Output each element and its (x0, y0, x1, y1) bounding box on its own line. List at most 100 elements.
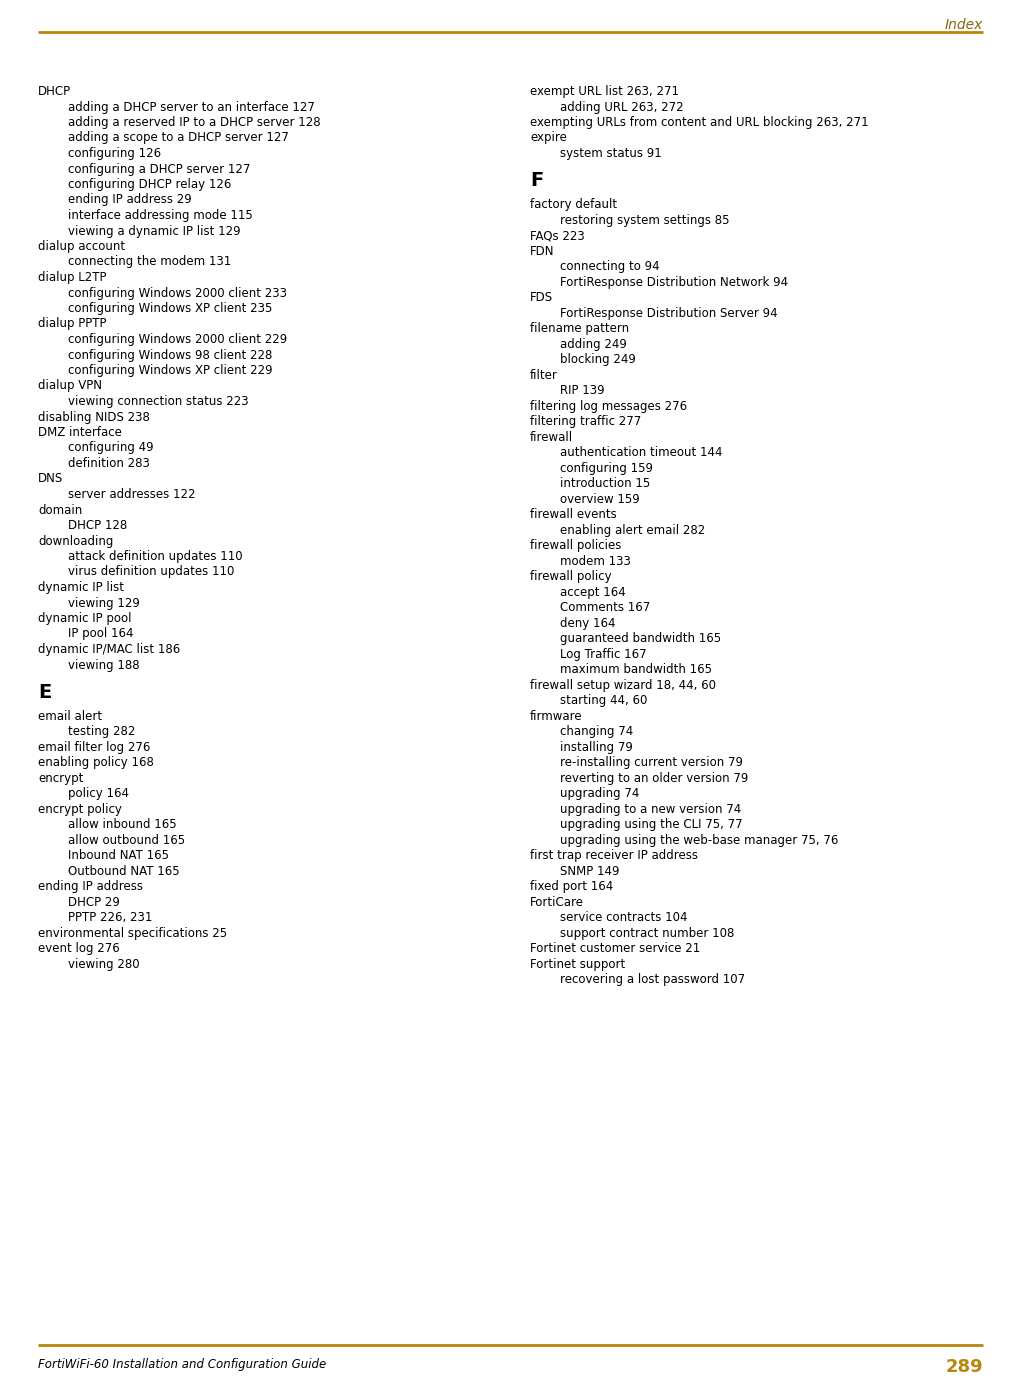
Text: dialup VPN: dialup VPN (38, 379, 102, 393)
Text: disabling NIDS 238: disabling NIDS 238 (38, 411, 150, 423)
Text: DHCP 29: DHCP 29 (68, 896, 119, 909)
Text: ending IP address 29: ending IP address 29 (68, 194, 192, 206)
Text: fixed port 164: fixed port 164 (530, 881, 614, 893)
Text: upgrading to a new version 74: upgrading to a new version 74 (560, 804, 741, 816)
Text: overview 159: overview 159 (560, 492, 640, 506)
Text: FortiResponse Distribution Server 94: FortiResponse Distribution Server 94 (560, 307, 778, 319)
Text: enabling policy 168: enabling policy 168 (38, 757, 154, 769)
Text: Index: Index (944, 18, 983, 32)
Text: filtering traffic 277: filtering traffic 277 (530, 415, 641, 429)
Text: introduction 15: introduction 15 (560, 477, 650, 491)
Text: re-installing current version 79: re-installing current version 79 (560, 757, 743, 769)
Text: configuring 159: configuring 159 (560, 462, 653, 474)
Text: allow inbound 165: allow inbound 165 (68, 819, 177, 831)
Text: ending IP address: ending IP address (38, 881, 143, 893)
Text: firewall: firewall (530, 431, 573, 444)
Text: upgrading using the CLI 75, 77: upgrading using the CLI 75, 77 (560, 819, 742, 831)
Text: filename pattern: filename pattern (530, 322, 629, 336)
Text: configuring Windows XP client 229: configuring Windows XP client 229 (68, 364, 273, 378)
Text: DMZ interface: DMZ interface (38, 426, 121, 438)
Text: FortiCare: FortiCare (530, 896, 584, 909)
Text: Fortinet support: Fortinet support (530, 958, 625, 971)
Text: DNS: DNS (38, 473, 63, 485)
Text: Fortinet customer service 21: Fortinet customer service 21 (530, 942, 700, 956)
Text: changing 74: changing 74 (560, 726, 633, 739)
Text: FortiResponse Distribution Network 94: FortiResponse Distribution Network 94 (560, 277, 788, 289)
Text: viewing 280: viewing 280 (68, 958, 140, 971)
Text: recovering a lost password 107: recovering a lost password 107 (560, 974, 745, 986)
Text: viewing connection status 223: viewing connection status 223 (68, 396, 249, 408)
Text: configuring Windows 2000 client 229: configuring Windows 2000 client 229 (68, 333, 287, 346)
Text: upgrading using the web-base manager 75, 76: upgrading using the web-base manager 75,… (560, 834, 838, 846)
Text: event log 276: event log 276 (38, 942, 119, 956)
Text: dialup account: dialup account (38, 241, 126, 253)
Text: accept 164: accept 164 (560, 586, 626, 599)
Text: policy 164: policy 164 (68, 787, 129, 801)
Text: filter: filter (530, 369, 557, 382)
Text: configuring a DHCP server 127: configuring a DHCP server 127 (68, 162, 250, 176)
Text: dialup L2TP: dialup L2TP (38, 271, 106, 284)
Text: restoring system settings 85: restoring system settings 85 (560, 214, 729, 227)
Text: starting 44, 60: starting 44, 60 (560, 694, 647, 708)
Text: virus definition updates 110: virus definition updates 110 (68, 566, 235, 578)
Text: service contracts 104: service contracts 104 (560, 911, 687, 924)
Text: reverting to an older version 79: reverting to an older version 79 (560, 772, 748, 786)
Text: Inbound NAT 165: Inbound NAT 165 (68, 849, 169, 863)
Text: 289: 289 (945, 1358, 983, 1376)
Text: FDS: FDS (530, 292, 553, 304)
Text: downloading: downloading (38, 534, 113, 548)
Text: viewing 129: viewing 129 (68, 596, 140, 610)
Text: FortiWiFi-60 Installation and Configuration Guide: FortiWiFi-60 Installation and Configurat… (38, 1358, 327, 1371)
Text: dynamic IP/MAC list 186: dynamic IP/MAC list 186 (38, 643, 181, 656)
Text: DHCP 128: DHCP 128 (68, 519, 128, 532)
Text: configuring Windows 98 client 228: configuring Windows 98 client 228 (68, 349, 273, 361)
Text: installing 79: installing 79 (560, 741, 633, 754)
Text: adding a DHCP server to an interface 127: adding a DHCP server to an interface 127 (68, 101, 314, 113)
Text: attack definition updates 110: attack definition updates 110 (68, 550, 243, 563)
Text: adding a reserved IP to a DHCP server 128: adding a reserved IP to a DHCP server 12… (68, 116, 321, 129)
Text: DHCP: DHCP (38, 84, 71, 98)
Text: expire: expire (530, 131, 567, 144)
Text: maximum bandwidth 165: maximum bandwidth 165 (560, 664, 712, 676)
Text: environmental specifications 25: environmental specifications 25 (38, 927, 227, 940)
Text: interface addressing mode 115: interface addressing mode 115 (68, 209, 253, 223)
Text: dynamic IP pool: dynamic IP pool (38, 613, 132, 625)
Text: firewall setup wizard 18, 44, 60: firewall setup wizard 18, 44, 60 (530, 679, 716, 692)
Text: Log Traffic 167: Log Traffic 167 (560, 649, 646, 661)
Text: domain: domain (38, 503, 83, 516)
Text: viewing a dynamic IP list 129: viewing a dynamic IP list 129 (68, 224, 241, 238)
Text: adding URL 263, 272: adding URL 263, 272 (560, 101, 684, 113)
Text: encrypt policy: encrypt policy (38, 804, 121, 816)
Text: Outbound NAT 165: Outbound NAT 165 (68, 864, 180, 878)
Text: RIP 139: RIP 139 (560, 384, 604, 397)
Text: exempt URL list 263, 271: exempt URL list 263, 271 (530, 84, 679, 98)
Text: configuring 126: configuring 126 (68, 147, 161, 160)
Text: E: E (38, 683, 51, 701)
Text: connecting to 94: connecting to 94 (560, 260, 660, 274)
Text: Comments 167: Comments 167 (560, 602, 650, 614)
Text: email alert: email alert (38, 709, 102, 723)
Text: SNMP 149: SNMP 149 (560, 864, 620, 878)
Text: configuring 49: configuring 49 (68, 441, 153, 455)
Text: deny 164: deny 164 (560, 617, 616, 629)
Text: adding a scope to a DHCP server 127: adding a scope to a DHCP server 127 (68, 131, 289, 144)
Text: blocking 249: blocking 249 (560, 354, 636, 366)
Text: F: F (530, 171, 543, 189)
Text: authentication timeout 144: authentication timeout 144 (560, 447, 723, 459)
Text: adding 249: adding 249 (560, 337, 627, 351)
Text: dialup PPTP: dialup PPTP (38, 318, 106, 331)
Text: first trap receiver IP address: first trap receiver IP address (530, 849, 698, 863)
Text: connecting the modem 131: connecting the modem 131 (68, 256, 231, 268)
Text: testing 282: testing 282 (68, 726, 136, 739)
Text: email filter log 276: email filter log 276 (38, 741, 150, 754)
Text: FAQs 223: FAQs 223 (530, 230, 585, 242)
Text: encrypt: encrypt (38, 772, 84, 786)
Text: viewing 188: viewing 188 (68, 658, 140, 672)
Text: configuring Windows 2000 client 233: configuring Windows 2000 client 233 (68, 286, 287, 300)
Text: guaranteed bandwidth 165: guaranteed bandwidth 165 (560, 632, 721, 646)
Text: modem 133: modem 133 (560, 555, 631, 568)
Text: factory default: factory default (530, 198, 617, 212)
Text: server addresses 122: server addresses 122 (68, 488, 195, 501)
Text: PPTP 226, 231: PPTP 226, 231 (68, 911, 152, 924)
Text: configuring Windows XP client 235: configuring Windows XP client 235 (68, 301, 273, 315)
